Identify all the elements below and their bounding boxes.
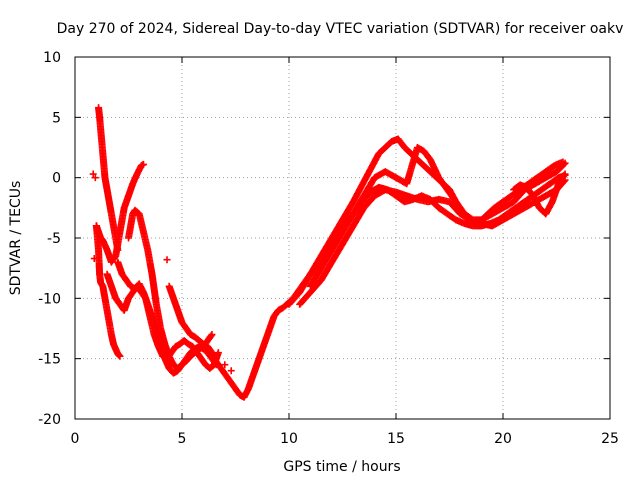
data-point <box>114 246 122 254</box>
data-point <box>560 160 568 168</box>
data-point <box>227 367 235 375</box>
data-point <box>116 352 124 360</box>
series-satellite-track-J <box>296 176 569 308</box>
series-isolated-points <box>89 170 235 375</box>
data-point <box>163 256 171 264</box>
data-point <box>207 332 215 340</box>
series-satellite-track-C <box>95 104 122 254</box>
y-tick-label: 0 <box>52 171 61 187</box>
y-tick-label: -10 <box>38 291 61 307</box>
data-point <box>208 331 216 339</box>
data-point <box>561 159 569 167</box>
data-point <box>560 171 568 179</box>
series-satellite-track-H <box>210 171 569 401</box>
data-point <box>89 170 97 178</box>
series-satellite-track-K <box>306 144 569 290</box>
x-tick-label: 0 <box>71 431 80 447</box>
x-tick-label: 20 <box>494 431 512 447</box>
y-tick-label: -5 <box>47 231 61 247</box>
series-satellite-track-I <box>285 135 567 308</box>
data-point <box>561 170 569 178</box>
grid <box>75 57 610 419</box>
series-satellite-track-L <box>510 170 569 218</box>
y-tick-label: 5 <box>52 110 61 126</box>
chart-title: Day 270 of 2024, Sidereal Day-to-day VTE… <box>57 21 624 37</box>
y-axis-title: SDTVAR / TECUs <box>8 181 24 296</box>
data-points <box>89 104 569 401</box>
series-satellite-track-B <box>92 222 124 360</box>
data-point <box>139 160 147 168</box>
x-tick-label: 10 <box>280 431 298 447</box>
y-tick-label: -20 <box>38 412 61 428</box>
data-point <box>90 255 98 263</box>
y-tick-label: -15 <box>38 352 61 368</box>
data-point <box>92 222 100 230</box>
x-tick-label: 25 <box>601 431 619 447</box>
x-axis-title: GPS time / hours <box>283 459 400 475</box>
x-tick-label: 5 <box>178 431 187 447</box>
tick-labels: 0 5 10 15 20 25 10 5 0 -5 -10 -15 -20 <box>38 50 619 447</box>
y-tick-label: 10 <box>43 50 61 66</box>
data-point <box>221 361 229 369</box>
x-tick-label: 15 <box>387 431 405 447</box>
axis-ticks <box>74 56 611 420</box>
data-point <box>91 174 99 182</box>
data-point <box>214 349 222 357</box>
